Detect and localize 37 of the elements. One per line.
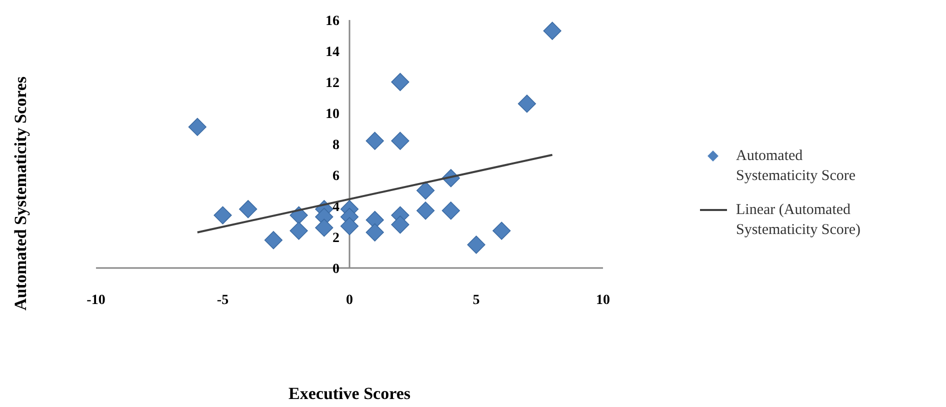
x-tick-label: 0 <box>346 293 353 308</box>
point <box>264 231 283 250</box>
y-axis-title: Automated Systematicity Scores <box>11 76 30 310</box>
point <box>416 202 435 220</box>
y-tick-label: 6 <box>332 169 340 184</box>
point <box>543 22 562 40</box>
point <box>467 236 486 254</box>
point <box>366 132 384 150</box>
x-tick-label: 5 <box>472 293 480 308</box>
point <box>366 223 384 242</box>
y-tick-label: 4 <box>332 200 340 215</box>
y-tick-label: 0 <box>332 262 340 277</box>
x-tick-label: -10 <box>86 293 106 308</box>
point <box>340 217 359 236</box>
x-tick-label: 10 <box>596 293 610 308</box>
y-tick-label: 8 <box>332 138 340 153</box>
point <box>214 206 232 224</box>
point <box>391 72 410 92</box>
point <box>315 218 334 237</box>
legend-label: Automated Systematicity Score <box>736 148 856 184</box>
point <box>188 118 206 136</box>
x-axis-title: Executive Scores <box>288 384 411 403</box>
point <box>290 222 308 240</box>
y-tick-label: 2 <box>332 231 340 246</box>
point <box>492 222 511 240</box>
point <box>416 181 435 200</box>
x-tick-label: -5 <box>216 293 229 308</box>
point <box>391 216 410 234</box>
point <box>239 200 258 218</box>
y-tick-label: 10 <box>326 107 340 122</box>
y-tick-label: 14 <box>326 45 340 60</box>
point <box>391 132 410 150</box>
point <box>442 202 460 220</box>
y-tick-label: 12 <box>326 76 340 91</box>
y-tick-label: 16 <box>326 14 340 29</box>
point <box>518 94 536 113</box>
legend-label: Linear (Automated Systematicity Score) <box>736 202 861 238</box>
